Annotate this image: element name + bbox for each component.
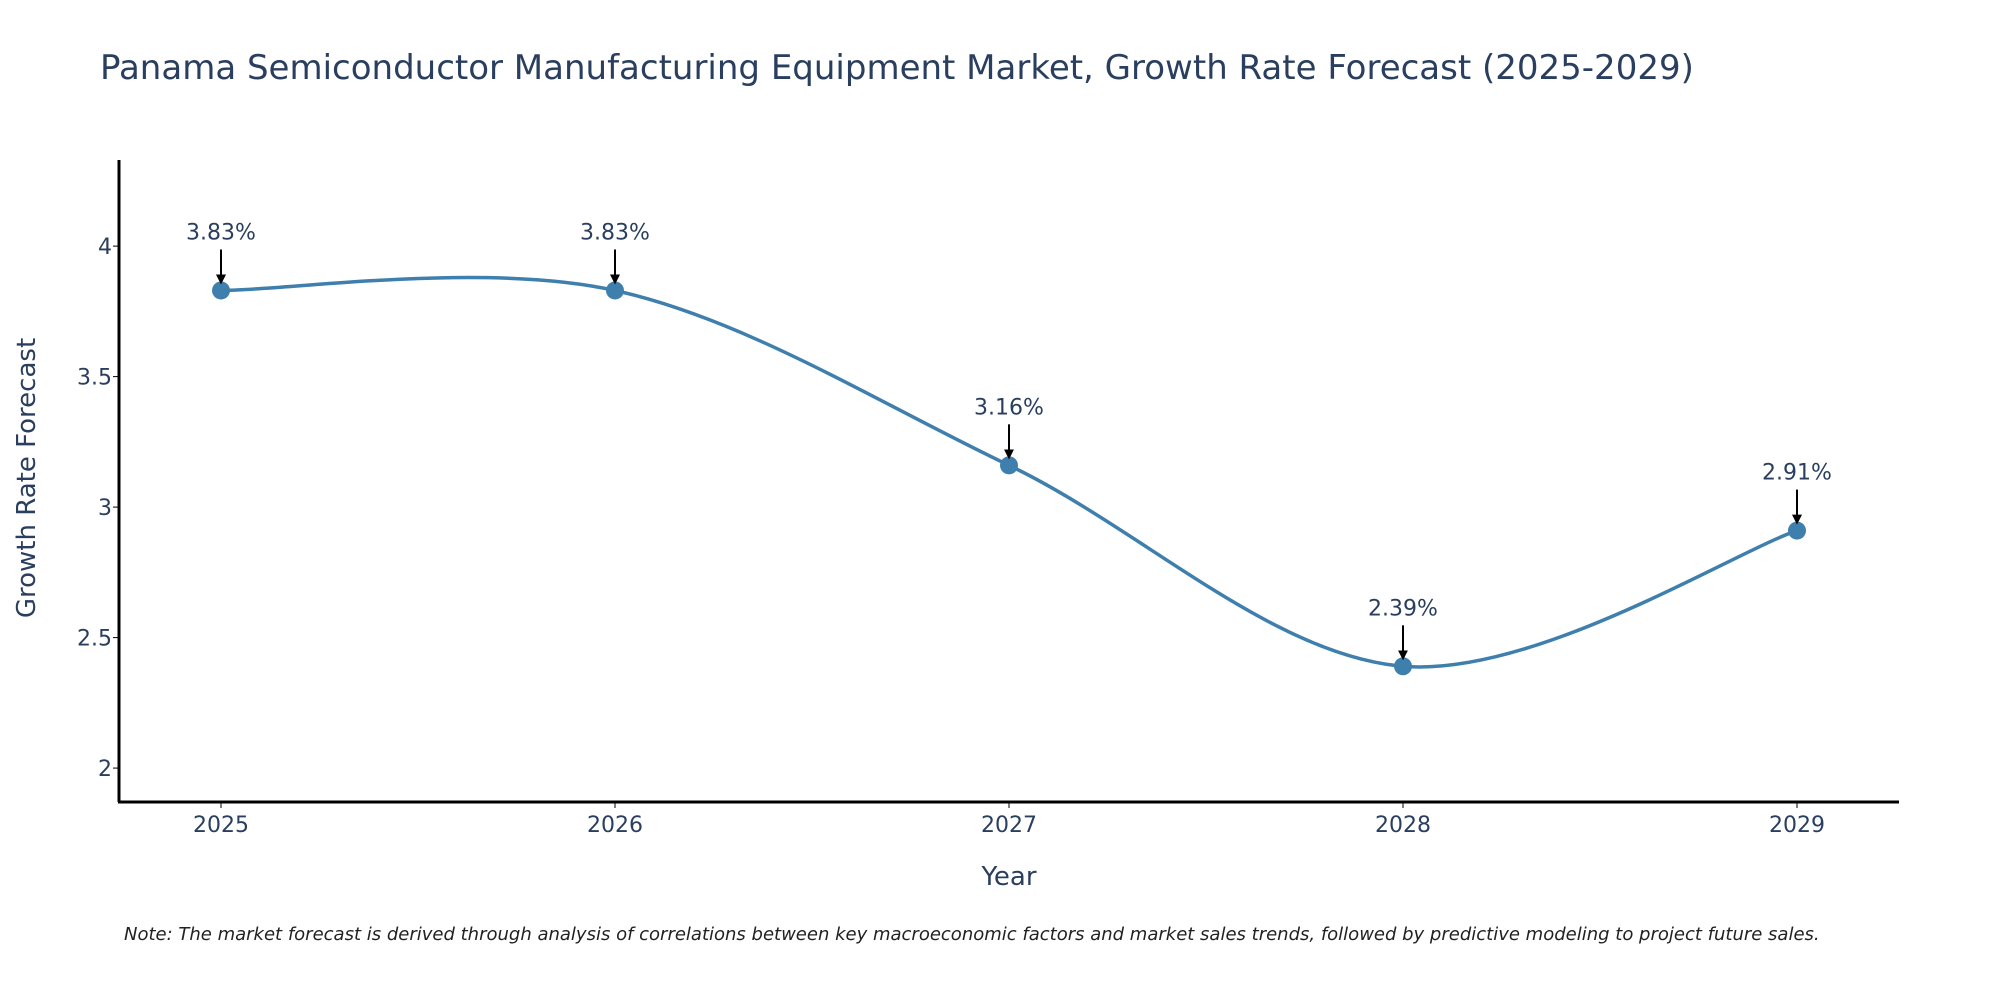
y-axis-ticks: 2 2.5 3 3.5 4 (77, 235, 119, 782)
data-point (212, 281, 230, 300)
y-tick-label: 3 (98, 496, 112, 521)
footnote: Note: The market forecast is derived thr… (124, 924, 1820, 945)
x-tick-label: 2029 (1769, 813, 1825, 838)
y-tick-label: 2 (98, 757, 112, 782)
x-axis-ticks: 2025 2026 2027 2028 2029 (193, 802, 1825, 838)
data-label: 3.16% (974, 395, 1044, 420)
x-tick-label: 2026 (587, 813, 643, 838)
data-point (1394, 657, 1412, 676)
y-tick-label: 3.5 (77, 366, 112, 391)
x-axis-title: Year (980, 862, 1036, 892)
y-axis-title: Growth Rate Forecast (12, 338, 42, 618)
data-point (606, 281, 624, 300)
chart-title: Panama Semiconductor Manufacturing Equip… (100, 48, 1694, 88)
data-label: 3.83% (186, 220, 256, 245)
data-label: 2.39% (1368, 596, 1438, 621)
data-point (1000, 456, 1018, 475)
data-points (212, 281, 1806, 676)
x-tick-label: 2028 (1375, 813, 1431, 838)
x-tick-label: 2025 (193, 813, 249, 838)
data-label: 3.83% (580, 220, 650, 245)
y-tick-label: 2.5 (77, 627, 112, 652)
data-annotations: 3.83% 3.83% 3.16% 2.39% 2.91% (186, 220, 1832, 661)
x-tick-label: 2027 (981, 813, 1037, 838)
data-point (1788, 521, 1806, 540)
data-label: 2.91% (1762, 461, 1832, 486)
y-tick-label: 4 (98, 235, 112, 260)
